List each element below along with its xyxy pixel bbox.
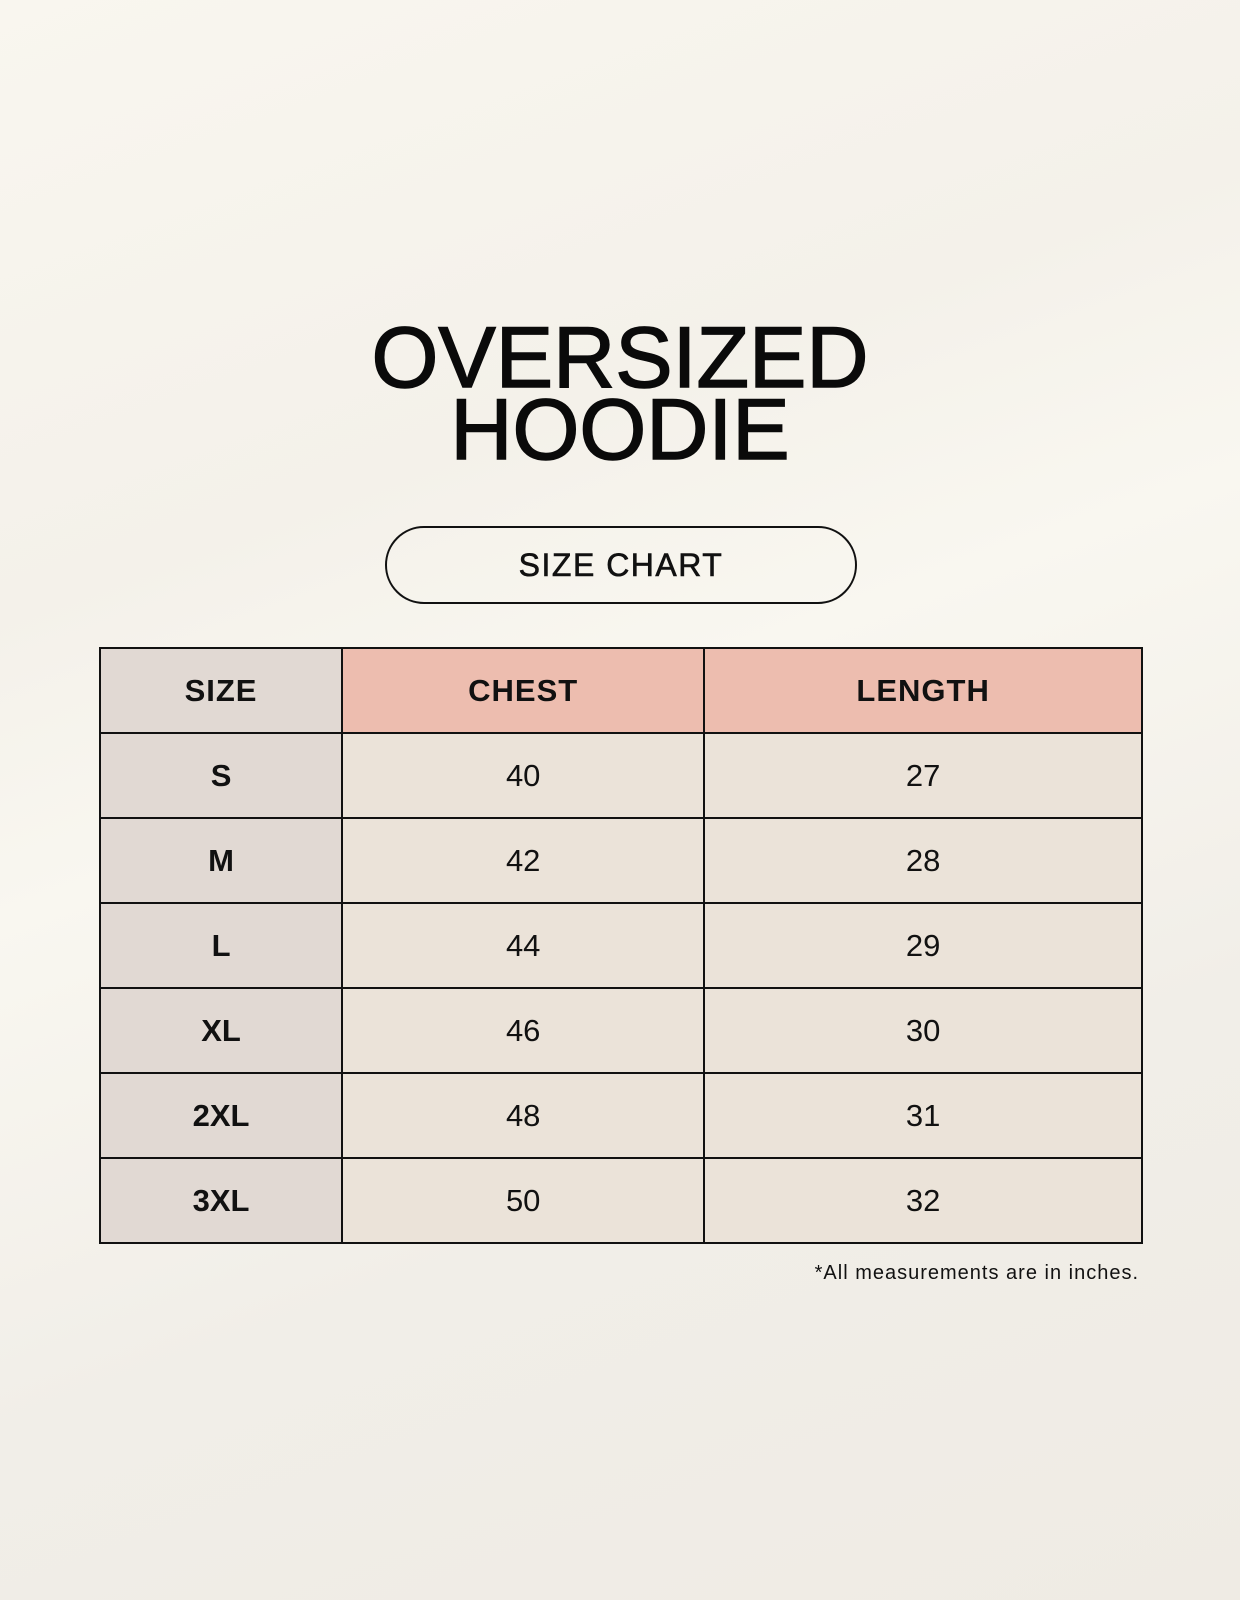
chest-cell: 42 (341, 817, 706, 904)
length-cell: 29 (703, 902, 1143, 989)
title-line-1: OVERSIZED (371, 310, 869, 406)
size-table: SIZE CHEST LENGTH S 40 27 M 42 28 L 44 29 XL 46 30 2… (98, 647, 1143, 1244)
size-cell: XL (98, 987, 344, 1074)
chest-cell: 46 (341, 987, 706, 1074)
size-cell: 3XL (98, 1157, 344, 1244)
table-row: L 44 29 (98, 902, 1143, 989)
size-chart-label: SIZE CHART (385, 526, 857, 604)
chest-cell: 50 (341, 1157, 706, 1244)
footnote: *All measurements are in inches. (814, 1262, 1139, 1284)
title-line-2: HOODIE (450, 382, 791, 478)
header-size: SIZE (98, 647, 344, 734)
size-cell: 2XL (98, 1072, 344, 1159)
table-header-row: SIZE CHEST LENGTH (98, 647, 1143, 734)
size-cell: M (98, 817, 344, 904)
chest-cell: 44 (341, 902, 706, 989)
chest-cell: 48 (341, 1072, 706, 1159)
length-cell: 28 (703, 817, 1143, 904)
size-cell: L (98, 902, 344, 989)
page-title: OVERSIZED HOODIE (0, 310, 1240, 478)
table-row: M 42 28 (98, 817, 1143, 904)
size-cell: S (98, 732, 344, 819)
table-row: S 40 27 (98, 732, 1143, 819)
chest-cell: 40 (341, 732, 706, 819)
table-row: XL 46 30 (98, 987, 1143, 1074)
table-row: 2XL 48 31 (98, 1072, 1143, 1159)
header-chest: CHEST (341, 647, 706, 734)
length-cell: 27 (703, 732, 1143, 819)
length-cell: 30 (703, 987, 1143, 1074)
length-cell: 32 (703, 1157, 1143, 1244)
header-length: LENGTH (703, 647, 1143, 734)
length-cell: 31 (703, 1072, 1143, 1159)
table-row: 3XL 50 32 (98, 1157, 1143, 1244)
